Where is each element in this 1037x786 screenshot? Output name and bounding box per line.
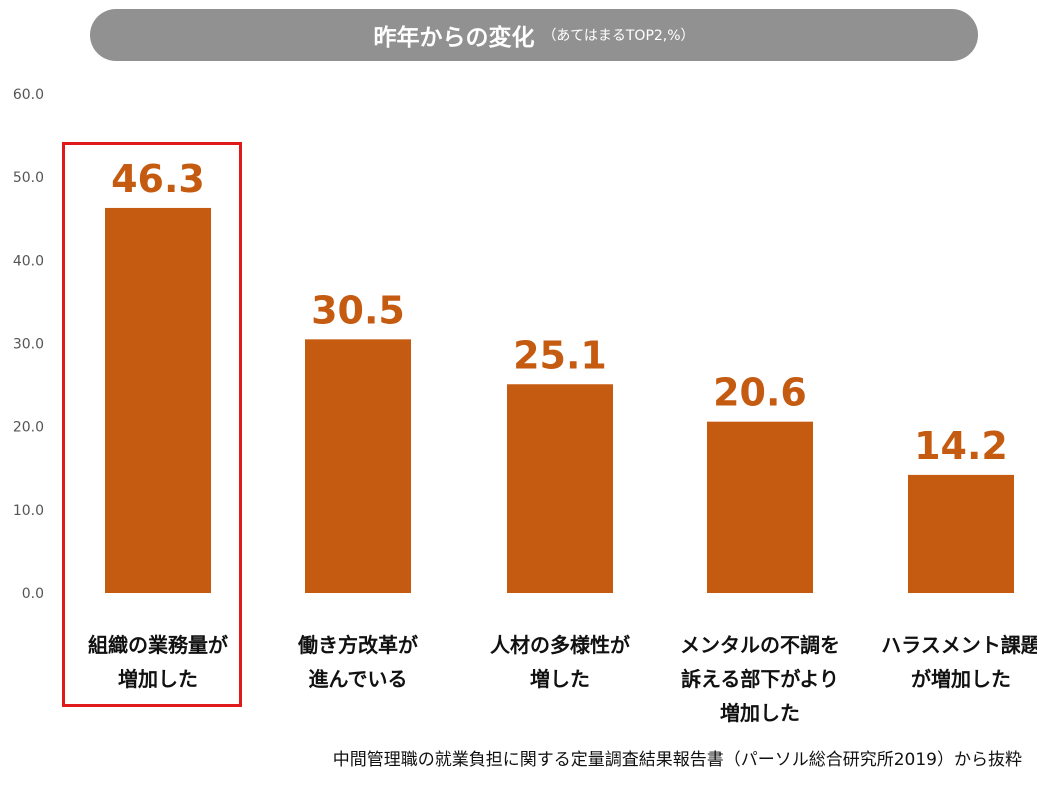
data-label: 25.1 (513, 333, 607, 377)
y-tick-label: 50.0 (13, 170, 44, 186)
category-label: 人材の多様性が 増した (460, 628, 660, 696)
y-tick-label: 30.0 (13, 337, 44, 353)
bar (507, 384, 613, 593)
chart-subtitle: （あてはまるTOP2,%） (542, 28, 695, 44)
category-label: 組織の業務量が 増加した (58, 628, 258, 696)
y-tick-label: 60.0 (13, 87, 44, 103)
data-label: 14.2 (914, 424, 1008, 468)
y-tick-label: 0.0 (22, 586, 44, 602)
category-label-line: 増加した (118, 667, 198, 691)
category-label-line: 進んでいる (308, 667, 408, 691)
data-label: 46.3 (111, 157, 205, 201)
chart-title-banner: 昨年からの変化 （あてはまるTOP2,%） (90, 9, 978, 61)
data-label: 30.5 (311, 288, 405, 332)
highlight-box (62, 142, 242, 707)
category-label: ハラスメント課題 が増加した (861, 628, 1037, 696)
chart-title: 昨年からの変化 (373, 25, 535, 51)
category-label-line: メンタルの不調を (680, 633, 840, 657)
bar (707, 421, 813, 593)
y-tick-label: 20.0 (13, 420, 44, 436)
category-label: メンタルの不調を 訴える部下がより 増加した (660, 628, 860, 730)
category-label-line: が増加した (911, 667, 1011, 691)
category-label: 働き方改革が 進んでいる (258, 628, 458, 696)
source-note: 中間管理職の就業負担に関する定量調査結果報告書（パーソル総合研究所2019）から… (332, 750, 1022, 770)
y-tick-label: 40.0 (13, 253, 44, 269)
category-label-line: 人材の多様性が (490, 633, 630, 657)
category-label-line: 増した (530, 667, 590, 691)
category-label-line: 働き方改革が (298, 633, 418, 657)
category-label-line: 増加した (720, 701, 800, 725)
category-label-line: 組織の業務量が (88, 633, 228, 657)
bar (305, 339, 411, 593)
y-tick-label: 10.0 (13, 503, 44, 519)
bar (105, 207, 211, 593)
bar (908, 474, 1014, 593)
category-label-line: ハラスメント課題 (881, 633, 1037, 657)
data-label: 20.6 (713, 371, 807, 415)
category-label-line: 訴える部下がより (681, 667, 839, 691)
